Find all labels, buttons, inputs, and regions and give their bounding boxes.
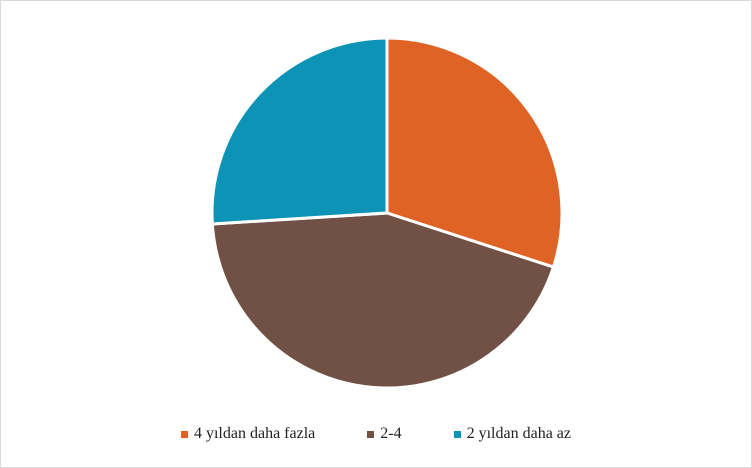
legend-item-0: 4 yıldan daha fazla: [180, 425, 316, 443]
pie-slice-0: [385, 36, 564, 269]
legend-swatch-icon: [367, 430, 375, 438]
legend-item-2: 2 yıldan daha az: [453, 425, 571, 443]
legend-swatch-icon: [180, 430, 188, 438]
legend-label: 2-4: [380, 425, 402, 442]
legend-swatch-icon: [453, 430, 461, 438]
legend-item-1: 2-4: [367, 425, 402, 443]
legend-label: 2 yıldan daha az: [466, 425, 571, 442]
legend: 4 yıldan daha fazla 2-4 2 yıldan daha az: [1, 425, 751, 443]
pie-slice-1: [210, 211, 555, 390]
pie-slice-2: [210, 36, 389, 226]
legend-label: 4 yıldan daha fazla: [193, 425, 316, 442]
